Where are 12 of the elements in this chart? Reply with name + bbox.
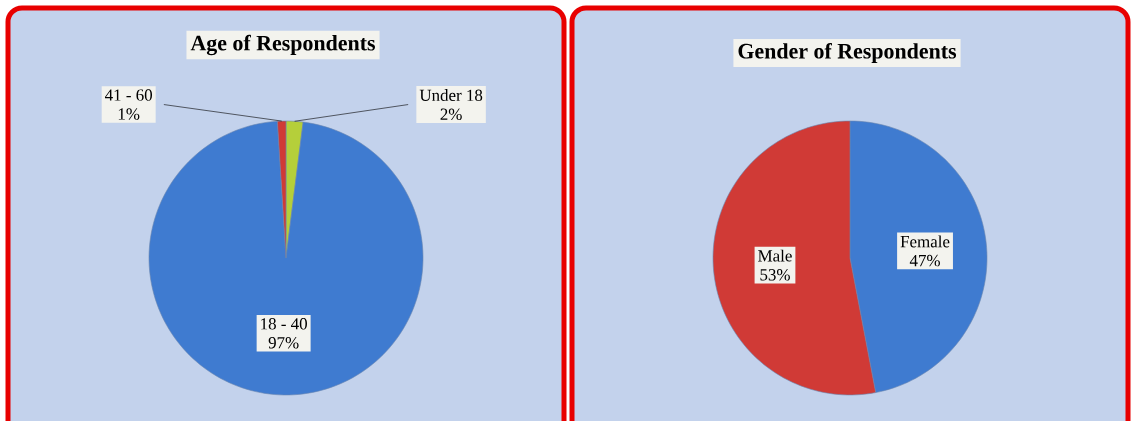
data-label: 47% [909,254,940,267]
data-label: 1% [118,108,140,120]
chart-title: Age of Respondents [190,34,376,56]
slice-label: 41 - 60 [105,89,153,101]
slice-label: Female [900,235,950,248]
data-label: 53% [760,269,790,281]
slice-label: Male [758,249,792,262]
data-label: 2% [440,108,462,121]
slice-label: 18 - 40 [261,318,307,330]
slice-label: Under 18 [419,89,483,102]
chart-title: Gender of Respondents [738,42,957,64]
data-label: 97% [268,337,299,349]
